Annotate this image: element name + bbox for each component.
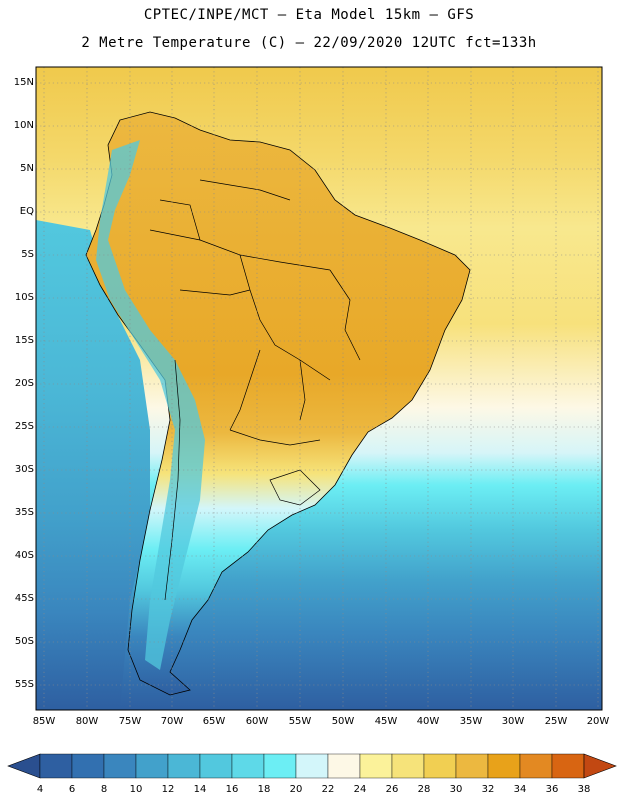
colorbar-bin-8-10 xyxy=(103,753,137,779)
colorbar-bin-4-6 xyxy=(39,753,73,779)
colorbar-label-22: 22 xyxy=(321,784,335,795)
colorbar-label-36: 36 xyxy=(545,784,559,795)
lon-label-45w: 45W xyxy=(374,716,398,727)
colorbar-bin-26-28 xyxy=(391,753,425,779)
lat-label-30s: 30S xyxy=(14,464,34,475)
colorbar-label-38: 38 xyxy=(577,784,591,795)
pacific-field xyxy=(36,220,150,710)
colorbar-label-6: 6 xyxy=(68,784,76,795)
lon-label-35w: 35W xyxy=(459,716,483,727)
lat-label-55s: 55S xyxy=(14,679,34,690)
lon-label-75w: 75W xyxy=(118,716,142,727)
lat-label-40s: 40S xyxy=(14,550,34,561)
lon-label-55w: 55W xyxy=(288,716,312,727)
lat-label-35s: 35S xyxy=(14,507,34,518)
colorbar-bin-32-34 xyxy=(487,753,521,779)
colorbar-label-24: 24 xyxy=(353,784,367,795)
lon-label-85w: 85W xyxy=(32,716,56,727)
lat-label-45s: 45S xyxy=(14,593,34,604)
colorbar-label-20: 20 xyxy=(289,784,303,795)
colorbar-bin-10-12 xyxy=(135,753,169,779)
colorbar-label-10: 10 xyxy=(129,784,143,795)
colorbar-bin-16-18 xyxy=(231,753,265,779)
colorbar-bin-24-26 xyxy=(359,753,393,779)
lon-label-70w: 70W xyxy=(160,716,184,727)
temperature-colorbar xyxy=(7,753,617,779)
colorbar-bin-20-22 xyxy=(295,753,329,779)
lat-label-20s: 20S xyxy=(14,378,34,389)
colorbar-bin-14-16 xyxy=(199,753,233,779)
map-title-line1: CPTEC/INPE/MCT – Eta Model 15km – GFS xyxy=(143,7,475,23)
lat-label-15n: 15N xyxy=(13,77,34,88)
colorbar-label-18: 18 xyxy=(257,784,271,795)
lat-label-10s: 10S xyxy=(14,292,34,303)
country-borders xyxy=(149,179,361,601)
lon-label-60w: 60W xyxy=(245,716,269,727)
lat-label-eq: EQ xyxy=(19,206,34,217)
lon-label-50w: 50W xyxy=(331,716,355,727)
colorbar-label-16: 16 xyxy=(225,784,239,795)
colorbar-bin-30-32 xyxy=(455,753,489,779)
colorbar-bin-28-30 xyxy=(423,753,457,779)
colorbar-bin-34-36 xyxy=(519,753,553,779)
lon-label-40w: 40W xyxy=(416,716,440,727)
colorbar-label-14: 14 xyxy=(193,784,207,795)
colorbar-label-26: 26 xyxy=(385,784,399,795)
colorbar-label-8: 8 xyxy=(100,784,108,795)
lon-label-80w: 80W xyxy=(75,716,99,727)
colorbar-label-30: 30 xyxy=(449,784,463,795)
lat-label-5n: 5N xyxy=(20,163,34,174)
lat-label-15s: 15S xyxy=(14,335,34,346)
colorbar-bin-18-20 xyxy=(263,753,297,779)
colorbar-label-32: 32 xyxy=(481,784,495,795)
colorbar-bin-12-14 xyxy=(167,753,201,779)
lat-label-25s: 25S xyxy=(14,421,34,432)
colorbar-label-12: 12 xyxy=(161,784,175,795)
colorbar-label-4: 4 xyxy=(36,784,44,795)
andes-ridge xyxy=(96,140,205,670)
lat-label-10n: 10N xyxy=(13,120,34,131)
map-frame xyxy=(35,66,603,711)
colorbar-bin-36-38 xyxy=(551,753,585,779)
lon-label-65w: 65W xyxy=(202,716,226,727)
colorbar-left-arrow xyxy=(7,753,41,779)
colorbar-bin-22-24 xyxy=(327,753,361,779)
lon-label-30w: 30W xyxy=(501,716,525,727)
colorbar-bin-6-8 xyxy=(71,753,105,779)
lat-label-5s: 5S xyxy=(21,249,34,260)
temperature-map xyxy=(35,66,603,711)
lon-label-25w: 25W xyxy=(544,716,568,727)
colorbar-label-28: 28 xyxy=(417,784,431,795)
map-title-line2: 2 Metre Temperature (C) – 22/09/2020 12U… xyxy=(81,35,537,51)
colorbar-label-34: 34 xyxy=(513,784,527,795)
lon-label-20w: 20W xyxy=(586,716,610,727)
lat-label-50s: 50S xyxy=(14,636,34,647)
colorbar-right-arrow xyxy=(583,753,617,779)
